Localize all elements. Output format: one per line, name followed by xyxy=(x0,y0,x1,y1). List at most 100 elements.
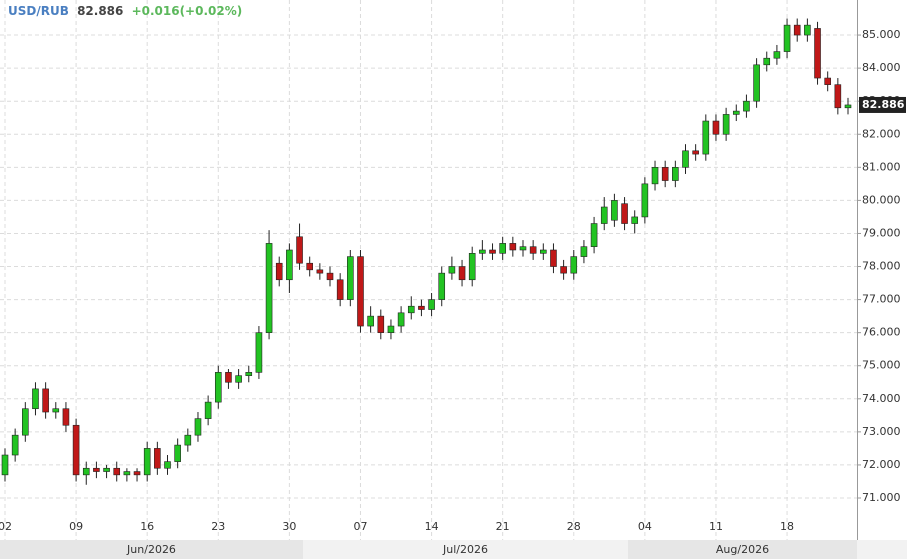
candle-body xyxy=(72,424,80,476)
candle-body xyxy=(42,388,49,413)
candle-body xyxy=(32,388,39,410)
x-tick-label: 23 xyxy=(211,520,225,533)
candle-body xyxy=(347,256,354,300)
axes: Jun/2026 Jul/2026 Aug/2026 71.000 72.000 73.0… xyxy=(0,28,907,559)
candle-body xyxy=(275,262,283,281)
candle-body xyxy=(407,305,415,314)
y-tick-label: 74.000 xyxy=(862,392,901,405)
candle-body xyxy=(235,375,242,383)
candle-body xyxy=(296,236,303,264)
y-tick-label: 77.000 xyxy=(862,293,901,306)
candle-body xyxy=(174,444,181,462)
month-label: Aug/2026 xyxy=(716,543,769,556)
candle-body xyxy=(184,434,192,446)
candle-body xyxy=(428,299,435,310)
candle-body xyxy=(682,150,689,168)
candle-body xyxy=(661,167,669,181)
candle-body xyxy=(418,305,425,310)
candle-body xyxy=(265,243,273,333)
x-tick-label: 16 xyxy=(140,520,154,533)
candle-body xyxy=(377,315,385,333)
candle-body xyxy=(844,104,852,109)
candles xyxy=(1,18,852,485)
y-tick-label: 79.000 xyxy=(862,226,901,239)
candle-body xyxy=(113,467,121,476)
month-label: Jun/2026 xyxy=(126,543,176,556)
candle-body xyxy=(580,246,588,257)
candle-body xyxy=(468,253,476,281)
candle-body xyxy=(560,266,567,274)
candle-body xyxy=(834,84,842,109)
candle-body xyxy=(814,28,821,79)
candle-body xyxy=(824,77,831,85)
candle-body xyxy=(357,256,364,327)
candle-body xyxy=(22,408,29,436)
candle-body xyxy=(255,332,263,373)
candle-body xyxy=(702,120,710,155)
candle-body xyxy=(631,216,639,224)
last-price-box xyxy=(859,96,906,113)
candle-body xyxy=(672,167,679,181)
candle-body xyxy=(154,448,161,469)
x-tick-label: 09 xyxy=(69,520,83,533)
candle-body xyxy=(732,110,740,115)
candle-body xyxy=(550,249,557,267)
candle-body xyxy=(458,266,466,281)
last-price: 82.886 xyxy=(77,4,123,18)
candle-body xyxy=(336,279,344,300)
candle-body xyxy=(570,256,578,274)
x-tick-label: 04 xyxy=(638,520,652,533)
candle-body xyxy=(489,249,496,254)
y-tick-label: 76.000 xyxy=(862,326,901,339)
x-tick-label: 11 xyxy=(709,520,723,533)
header: USD/RUB 82.886 +0.016(+0.02%) xyxy=(8,4,242,18)
candle-body xyxy=(448,266,456,274)
candle-body xyxy=(479,249,486,254)
grid xyxy=(0,0,857,540)
change: +0.016(+0.02%) xyxy=(132,4,243,18)
candle-body xyxy=(783,24,791,52)
candle-body xyxy=(753,64,760,102)
month-band xyxy=(0,540,303,559)
y-tick-label: 81.000 xyxy=(862,160,901,173)
candle-body xyxy=(519,246,527,251)
y-tick-label: 82.000 xyxy=(862,127,901,140)
y-tick-label: 84.000 xyxy=(862,61,901,74)
candle-body xyxy=(306,262,313,271)
month-band xyxy=(303,540,628,559)
x-tick-label: 21 xyxy=(496,520,510,533)
candle-body xyxy=(804,24,811,36)
candle-body xyxy=(133,471,141,476)
candle-body xyxy=(62,408,70,426)
candle-body xyxy=(611,200,618,221)
x-tick-label: 30 xyxy=(282,520,296,533)
candle-body xyxy=(509,243,517,251)
candle-body xyxy=(225,372,232,383)
candle-body xyxy=(316,269,324,274)
x-tick-label: 28 xyxy=(567,520,581,533)
candle-body xyxy=(214,372,222,403)
candle-body xyxy=(286,249,293,281)
x-tick-label: 07 xyxy=(353,520,367,533)
candle-body xyxy=(245,372,253,376)
candle-body xyxy=(763,57,771,66)
candle-body xyxy=(52,408,60,413)
x-tick-label: 14 xyxy=(425,520,439,533)
candle-body xyxy=(793,24,801,36)
candle-body xyxy=(204,401,212,419)
y-tick-label: 75.000 xyxy=(862,359,901,372)
candle-body xyxy=(123,471,131,476)
candle-body xyxy=(540,249,547,254)
candle-body xyxy=(438,272,446,300)
candle-body xyxy=(93,467,100,472)
candle-body xyxy=(641,183,649,218)
y-tick-label: 78.000 xyxy=(862,260,901,273)
candle-body xyxy=(651,167,659,185)
candle-body xyxy=(387,325,395,333)
candle-body xyxy=(600,206,608,224)
candle-body xyxy=(590,223,598,247)
candle-body xyxy=(367,315,374,327)
candle-body xyxy=(712,120,720,135)
x-tick-label: 02 xyxy=(0,520,12,533)
